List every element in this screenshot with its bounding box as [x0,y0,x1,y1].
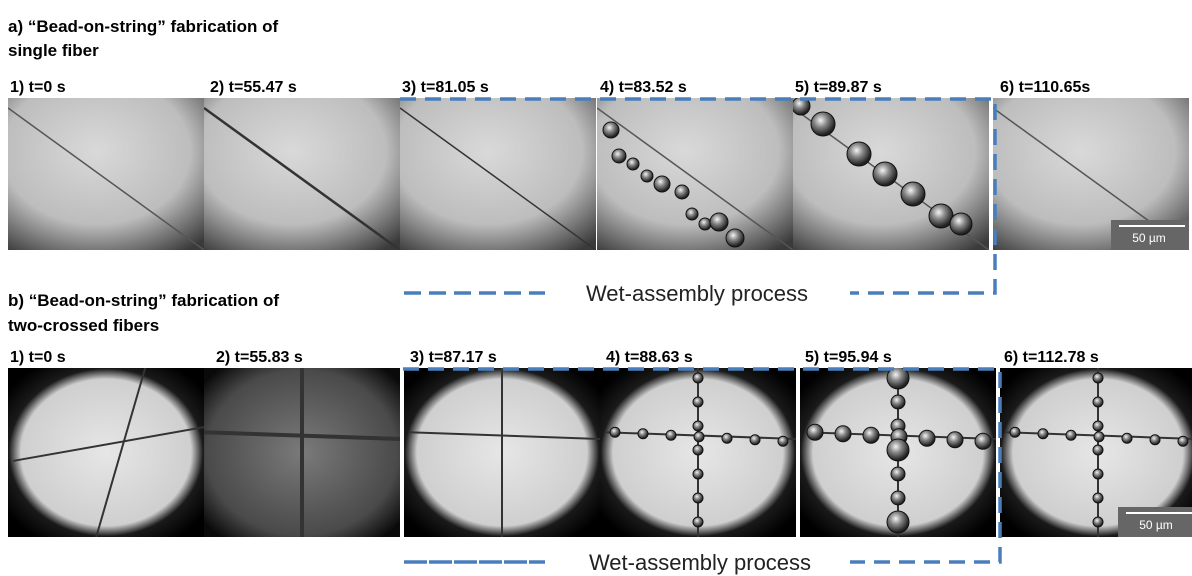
micrograph [8,368,204,537]
frame-label: 4) t=88.63 s [606,349,693,366]
micrograph [8,98,204,250]
bead [1010,427,1020,437]
bead [891,467,905,481]
bead [693,397,703,407]
frame-label: 2) t=55.47 s [210,79,297,96]
bead [929,204,953,228]
micrograph [597,98,793,250]
bead [612,149,626,163]
frame-label: 6) t=112.78 s [1004,349,1099,366]
bead [641,170,653,182]
process-label: Wet-assembly process [586,281,808,306]
bead [603,122,619,138]
image-bg [8,368,204,537]
micrograph [800,367,996,537]
micrograph [404,368,600,537]
bead [811,112,835,136]
micrograph: 50 µm [1000,368,1192,537]
title: single fiber [8,41,99,60]
frame-label: 6) t=110.65s [1000,79,1090,96]
bead [610,427,620,437]
image-bg [8,98,204,250]
bead [710,213,728,231]
bead [891,491,905,505]
frame-label: 4) t=83.52 s [600,79,687,96]
frame-label: 2) t=55.83 s [216,349,303,366]
bead [847,142,871,166]
frame-label: 3) t=87.17 s [410,349,497,366]
bead [693,517,703,527]
bead [1093,469,1103,479]
bead [887,511,909,533]
bead [722,433,732,443]
image-bg [597,98,793,250]
bead [1093,421,1103,431]
bead [778,436,788,446]
bead [693,373,703,383]
bead [654,176,670,192]
bead [887,439,909,461]
bead [947,432,963,448]
micrograph [600,368,796,537]
micrograph: 50 µm [993,98,1189,250]
title: b) “Bead-on-string” fabrication of [8,291,279,310]
bead [686,208,698,220]
bead [901,182,925,206]
frame-label: 1) t=0 s [10,349,66,366]
frame-label: 1) t=0 s [10,79,66,96]
bead [807,424,823,440]
bead [891,395,905,409]
bead [1178,436,1188,446]
bead [975,433,991,449]
scale-bar-label: 50 µm [1132,231,1166,245]
bead [950,213,972,235]
bead [1093,397,1103,407]
bead [919,430,935,446]
image-bg [400,98,596,250]
figure: a) “Bead-on-string” fabrication of singl… [0,0,1192,576]
bead [726,229,744,247]
bead [693,493,703,503]
bead [1150,435,1160,445]
page: {"panel_a":{"title_line1":"a) “Bead-on-s… [0,0,1192,576]
micrograph [792,97,989,250]
micrograph [204,98,400,250]
bead [666,430,676,440]
bead [750,435,760,445]
bead [1066,430,1076,440]
bead [1038,429,1048,439]
bead [1093,493,1103,503]
bead [1093,445,1103,455]
bead [1093,373,1103,383]
bead [627,158,639,170]
frame-label: 3) t=81.05 s [402,79,489,96]
frame-label: 5) t=95.94 s [805,349,892,366]
title: two-crossed fibers [8,316,159,335]
micrograph [204,368,400,537]
bead [1093,517,1103,527]
bead [863,427,879,443]
bead [675,185,689,199]
bead [694,432,704,442]
process-label: Wet-assembly process [589,550,811,575]
scale-bar-label: 50 µm [1139,518,1173,532]
bead [693,421,703,431]
frame-label: 5) t=89.87 s [795,79,882,96]
title: a) “Bead-on-string” fabrication of [8,17,278,36]
bead [1094,432,1104,442]
bead [873,162,897,186]
bead [693,445,703,455]
bead [699,218,711,230]
bead [638,429,648,439]
micrograph [400,98,596,250]
bead [1122,433,1132,443]
bead [835,426,851,442]
bead [693,469,703,479]
